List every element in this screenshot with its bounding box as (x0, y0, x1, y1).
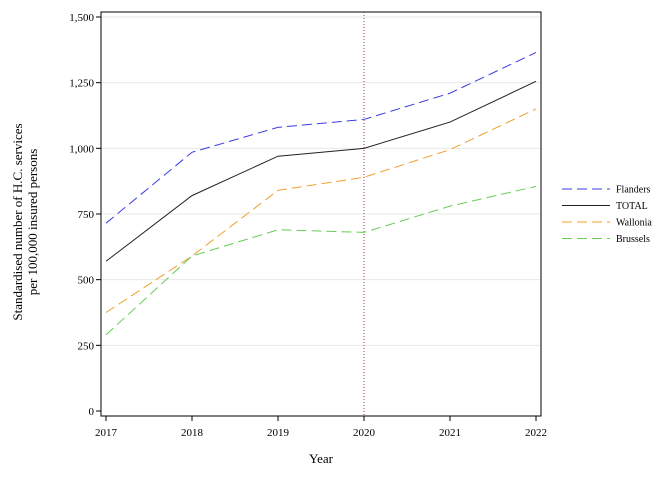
y-axis-title-line-1: Standardised number of H.C. services (10, 123, 25, 320)
legend-label-brussels: Brussels (616, 234, 650, 245)
y-axis-title-line-2: per 100,000 insured persons (25, 149, 40, 296)
y-tick-label: 1,250 (69, 78, 94, 90)
y-axis: 0 250 500 750 1,000 1,250 1,500 (69, 12, 101, 418)
y-axis-title: Standardised number of H.C. services per… (10, 123, 40, 320)
legend-label-wallonia: Wallonia (616, 218, 652, 229)
series-line-brussels (105, 185, 537, 336)
y-tick-label: 250 (78, 340, 95, 352)
y-tick-label: 500 (78, 275, 95, 287)
x-tick-label: 2022 (525, 427, 547, 439)
series-line-flanders (105, 52, 537, 224)
x-tick-label: 2018 (181, 427, 204, 439)
x-tick-label: 2021 (439, 427, 461, 439)
x-tick-label: 2017 (95, 427, 118, 439)
x-tick-label: 2020 (353, 427, 376, 439)
x-axis-title: Year (309, 451, 334, 466)
y-tick-label: 1,500 (69, 12, 94, 24)
legend-label-flanders: Flanders (616, 185, 651, 196)
series-lines (105, 52, 537, 336)
y-tick-label: 1,000 (69, 143, 94, 155)
legend: Flanders TOTAL Wallonia Brussels (562, 185, 652, 245)
x-axis: 2017 2018 2019 2020 2021 2022 (95, 416, 547, 439)
series-line-total (105, 80, 537, 262)
y-tick-label: 750 (78, 209, 95, 221)
y-tick-label: 0 (89, 406, 95, 418)
x-tick-label: 2019 (267, 427, 290, 439)
series-line-wallonia (105, 108, 537, 313)
gridlines (101, 16, 541, 346)
legend-label-total: TOTAL (616, 201, 648, 212)
